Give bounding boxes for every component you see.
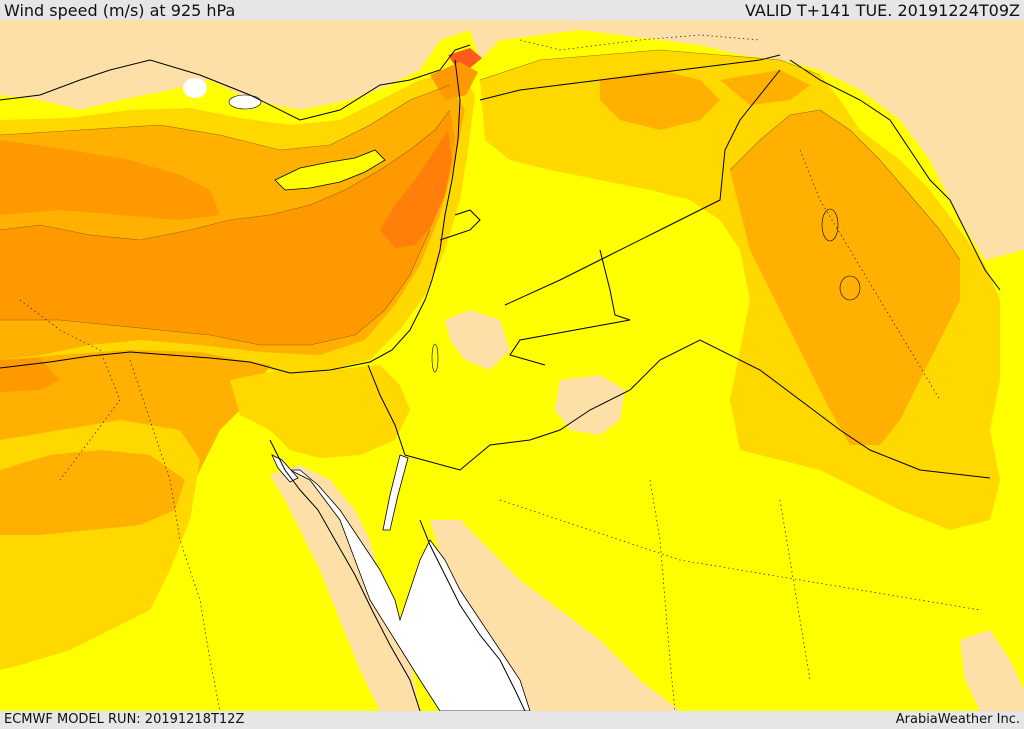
border-iran-iraq xyxy=(789,59,1001,291)
contour-1 xyxy=(0,109,451,241)
border-turkey-coast xyxy=(0,44,471,121)
border-egypt-coast xyxy=(0,351,291,374)
border-jordan-iraq xyxy=(509,249,631,366)
red-orange-peak xyxy=(448,48,482,68)
border-red-sea-west xyxy=(269,439,421,711)
syria-amber-patch xyxy=(600,70,720,130)
contour-4 xyxy=(729,109,961,261)
gulf-of-suez-water xyxy=(271,454,299,483)
border-jordan-saudi xyxy=(404,339,991,479)
light-red-sea-west xyxy=(270,465,420,711)
light-patch-southeast xyxy=(960,630,1024,711)
cyprus-island xyxy=(274,149,386,191)
contour-2 xyxy=(0,229,431,346)
admin-borders xyxy=(19,34,981,711)
dark-orange-core xyxy=(380,130,452,248)
lake-iraq-2 xyxy=(839,275,861,301)
light-patch-levant xyxy=(445,310,510,370)
border-syria-iraq xyxy=(504,69,781,306)
orange-west-patch xyxy=(0,140,220,220)
lake-dead-sea xyxy=(431,343,439,373)
contour-5 xyxy=(479,49,821,81)
lake-north-1 xyxy=(228,94,262,110)
contour-lines xyxy=(0,49,961,346)
border-lebanon xyxy=(439,209,481,241)
model-run-label: ECMWF MODEL RUN: 20191218T12Z xyxy=(4,712,245,727)
lake-north-2 xyxy=(183,78,207,98)
light-region-north xyxy=(0,20,1024,260)
orange-north-coast xyxy=(430,62,478,100)
wind-speed-map xyxy=(0,20,1024,711)
border-levant-coast xyxy=(289,59,461,374)
light-patch-arabia xyxy=(555,375,625,435)
lake-iraq xyxy=(821,208,839,242)
border-red-sea-east xyxy=(419,519,526,711)
admin-saudi-2 xyxy=(649,479,676,711)
border-syria-turkey xyxy=(479,54,781,101)
map-canvas xyxy=(0,20,1024,711)
sinai-gold xyxy=(230,365,410,458)
admin-saudi-3 xyxy=(779,499,811,681)
turkey-amber-patch xyxy=(720,70,810,105)
contour-3 xyxy=(0,84,451,151)
admin-west xyxy=(19,299,121,481)
header-bar: Wind speed (m/s) at 925 hPa VALID T+141 … xyxy=(0,0,1024,20)
map-title: Wind speed (m/s) at 925 hPa xyxy=(4,1,236,20)
country-borders xyxy=(0,44,1001,711)
valid-time: VALID T+141 TUE. 20191224T09Z xyxy=(744,1,1020,20)
footer-bar: ECMWF MODEL RUN: 20191218T12Z ArabiaWeat… xyxy=(0,711,1024,729)
border-egypt-israel xyxy=(367,364,406,456)
gulf-of-aqaba-water xyxy=(382,454,409,531)
red-sea-water xyxy=(289,469,531,711)
orange-core xyxy=(0,110,455,345)
credit-label: ArabiaWeather Inc. xyxy=(895,712,1020,727)
admin-egypt xyxy=(129,359,221,711)
egypt-gold-core xyxy=(0,450,185,535)
